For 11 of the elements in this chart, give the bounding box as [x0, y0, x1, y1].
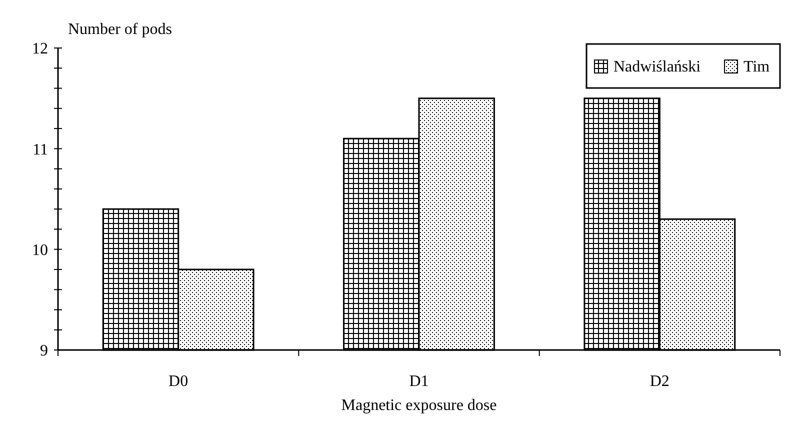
y-axis-title: Number of pods — [68, 21, 172, 38]
y-tick-label: 11 — [32, 141, 48, 158]
legend-label: Tim — [744, 58, 770, 76]
legend-label: Nadwiślański — [614, 58, 702, 76]
y-tick-label: 9 — [40, 342, 48, 360]
x-tick-label: D0 — [168, 373, 188, 390]
y-tick-label: 10 — [32, 242, 48, 259]
x-tick-label: D1 — [409, 373, 429, 390]
x-axis-title: Magnetic exposure dose — [341, 397, 497, 414]
y-tick-label: 12 — [32, 40, 48, 58]
x-tick-label: D2 — [650, 373, 670, 390]
